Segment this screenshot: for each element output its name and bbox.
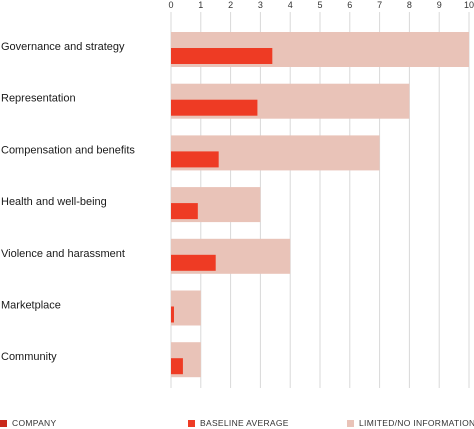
- x-tick-label: 1: [198, 0, 203, 10]
- bar-baseline-average: [171, 48, 273, 64]
- x-tick-label: 3: [258, 0, 263, 10]
- bar-baseline-average: [171, 151, 219, 168]
- bars: [171, 32, 469, 378]
- bar-baseline-average: [171, 254, 216, 271]
- legend-swatch-baseline-average: [188, 419, 195, 427]
- category-label: Marketplace: [1, 300, 61, 312]
- legend-item-limited-no-information: LIMITED/NO INFORMATION: [347, 418, 474, 428]
- x-tick-label: 9: [437, 0, 442, 10]
- legend-label-company: COMPANY: [12, 418, 57, 428]
- x-tick-label: 2: [228, 0, 233, 10]
- x-tick-label: 10: [464, 0, 474, 10]
- bar-limited-no-information: [171, 290, 201, 326]
- legend-item-company: COMPANY: [0, 418, 56, 428]
- x-tick-label: 5: [317, 0, 322, 10]
- x-tick-label: 7: [377, 0, 382, 10]
- legend-label-baseline-average: BASELINE AVERAGE: [200, 418, 289, 428]
- x-axis-ticks: 0 1 2 3 4 5 6 7 8 9 10: [168, 0, 474, 10]
- legend: COMPANY BASELINE AVERAGE LIMITED/NO INFO…: [0, 418, 474, 429]
- x-tick-label: 6: [347, 0, 352, 10]
- category-label: Health and well-being: [1, 196, 107, 208]
- x-tick-label: 8: [407, 0, 412, 10]
- x-tick-label: 4: [288, 0, 293, 10]
- category-label: Violence and harassment: [1, 248, 125, 260]
- category-label: Governance and strategy: [1, 41, 125, 53]
- bar-baseline-average: [171, 306, 174, 323]
- grid-lines: [170, 12, 470, 388]
- category-label: Representation: [1, 93, 76, 105]
- legend-label-limited-no-information: LIMITED/NO INFORMATION: [359, 418, 474, 428]
- bar-chart: 0 1 2 3 4 5 6 7 8 9 10 Governance and strategy Repr…: [1, 0, 474, 388]
- bar-baseline-average: [171, 203, 198, 220]
- category-label: Compensation and benefits: [1, 144, 135, 156]
- legend-item-baseline-average: BASELINE AVERAGE: [188, 418, 289, 428]
- bar-baseline-average: [171, 99, 258, 116]
- x-tick-label: 0: [168, 0, 173, 10]
- legend-swatch-limited-no-information: [347, 419, 354, 427]
- legend-swatch-company: [0, 419, 7, 427]
- category-label: Community: [1, 351, 57, 363]
- category-labels: Governance and strategy Representation Com…: [1, 41, 135, 363]
- bar-baseline-average: [171, 358, 183, 375]
